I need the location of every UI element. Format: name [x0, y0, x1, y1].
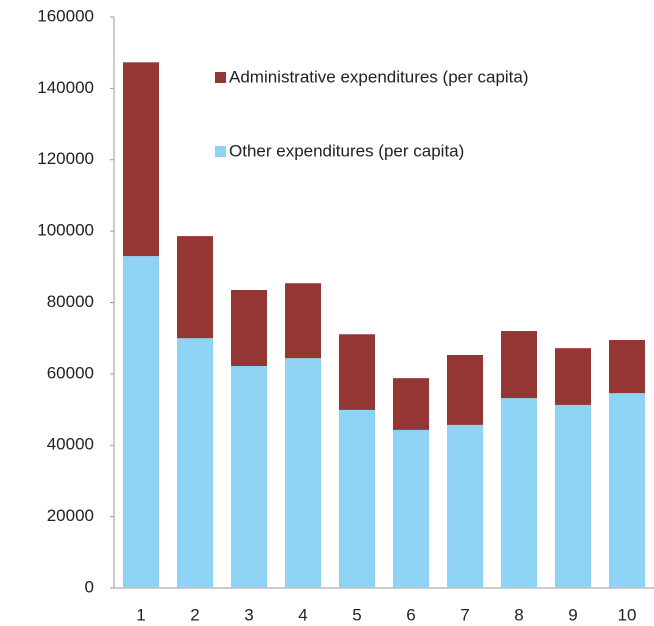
- bar-segment: [447, 424, 483, 588]
- y-tick-label: 20000: [47, 506, 94, 525]
- bar-segment: [177, 338, 213, 588]
- y-tick-label: 120000: [37, 149, 94, 168]
- bar-segment: [501, 331, 537, 399]
- y-tick-label: 0: [85, 577, 94, 596]
- x-tick-label: 5: [352, 605, 361, 624]
- bar-segment: [609, 339, 645, 394]
- legend-swatch: [215, 72, 226, 83]
- y-tick-label: 140000: [37, 78, 94, 97]
- x-tick-label: 9: [568, 605, 577, 624]
- x-tick-label: 6: [406, 605, 415, 624]
- bar-segment: [447, 354, 483, 425]
- x-tick-label: 10: [618, 605, 637, 624]
- x-tick-label: 4: [298, 605, 307, 624]
- x-tick-label: 1: [136, 605, 145, 624]
- legend-label: Other expenditures (per capita): [229, 141, 464, 160]
- bar-segment: [231, 366, 267, 588]
- y-tick-label: 40000: [47, 435, 94, 454]
- x-tick-label: 7: [460, 605, 469, 624]
- bar-segment: [177, 236, 213, 339]
- x-tick-label: 3: [244, 605, 253, 624]
- legend-label: Administrative expenditures (per capita): [229, 67, 529, 86]
- y-tick-label: 100000: [37, 221, 94, 240]
- x-tick-label: 2: [190, 605, 199, 624]
- bar-segment: [393, 378, 429, 430]
- bar-segment: [339, 334, 375, 410]
- bar-segment: [393, 429, 429, 588]
- y-tick-label: 80000: [47, 292, 94, 311]
- bar-segment: [501, 398, 537, 588]
- y-tick-label: 160000: [37, 6, 94, 25]
- bar-segment: [339, 409, 375, 588]
- y-tick-label: 60000: [47, 363, 94, 382]
- x-tick-label: 8: [514, 605, 523, 624]
- legend-swatch: [215, 146, 226, 157]
- bar-segment: [555, 404, 591, 588]
- bar-segment: [123, 256, 159, 588]
- bar-segment: [285, 283, 321, 359]
- bar-segment: [123, 62, 159, 257]
- bar-segment: [555, 348, 591, 405]
- bar-segment: [285, 358, 321, 588]
- bar-segment: [231, 290, 267, 367]
- bar-segment: [609, 393, 645, 588]
